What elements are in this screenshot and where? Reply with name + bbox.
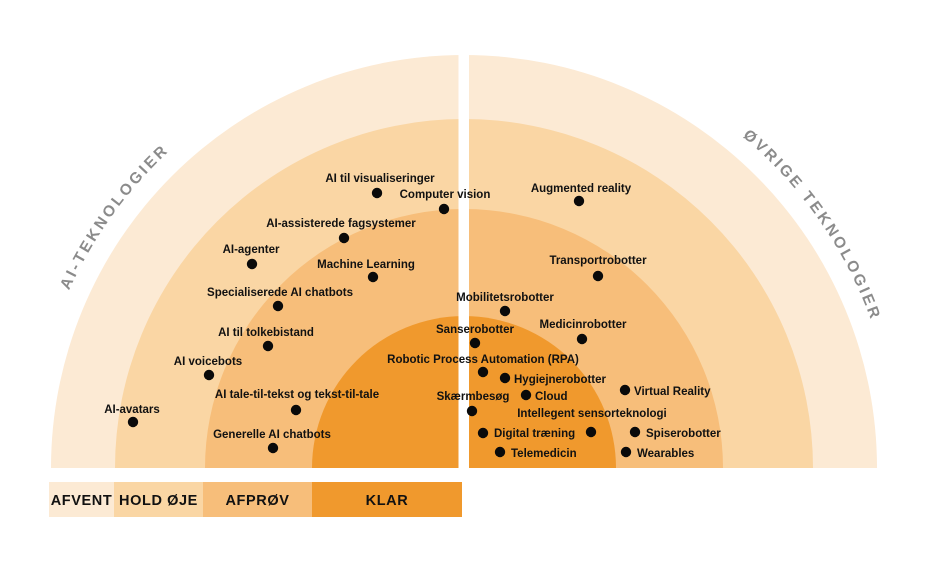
tech-dot	[576, 333, 588, 345]
tech-item: Transportrobotter	[549, 255, 647, 282]
legend-segment-hold-oje	[114, 482, 203, 517]
tech-label: Intellegent sensorteknologi	[517, 408, 667, 420]
tech-item: Virtual Reality	[619, 384, 711, 398]
tech-item: Mobilitetsrobotter	[456, 292, 554, 317]
readiness-legend: AFVENT HOLD ØJE AFPRØV KLAR	[49, 482, 462, 517]
tech-label: Mobilitetsrobotter	[456, 292, 554, 304]
tech-label: Virtual Reality	[634, 386, 711, 398]
tech-item: Digital træning	[477, 427, 575, 440]
tech-item: Cloud	[520, 389, 568, 403]
tech-dot	[629, 426, 641, 438]
tech-dot	[619, 384, 631, 396]
tech-dot	[499, 372, 511, 384]
tech-dot	[127, 416, 139, 428]
tech-item: AI til tolkebistand	[218, 327, 314, 352]
tech-item: Intellegent sensorteknologi	[517, 408, 667, 438]
legend-label-afvent: AFVENT	[51, 493, 113, 509]
tech-label: Spiserobotter	[646, 428, 721, 440]
tech-dot	[477, 366, 489, 378]
legend-label-afprov: AFPRØV	[225, 493, 289, 509]
tech-item: AI-assisterede fagsystemer	[266, 218, 416, 244]
tech-label: Hygiejnerobotter	[514, 374, 607, 386]
tech-label: AI-assisterede fagsystemer	[266, 218, 416, 230]
tech-label: Augmented reality	[531, 183, 632, 195]
tech-dot	[585, 426, 597, 438]
tech-item: Medicinrobotter	[540, 319, 627, 345]
tech-label: Telemedicin	[511, 448, 577, 460]
tech-dot	[520, 389, 532, 401]
tech-dot	[438, 203, 450, 215]
tech-dot	[573, 195, 585, 207]
tech-dot	[466, 405, 478, 417]
tech-label: AI tale-til-tekst og tekst-til-tale	[215, 389, 379, 401]
tech-item: AI voicebots	[174, 356, 242, 381]
tech-dot	[371, 187, 383, 199]
legend-segment-afvent	[49, 482, 114, 517]
tech-label: Digital træning	[494, 428, 575, 440]
tech-label: Generelle AI chatbots	[213, 429, 331, 441]
tech-item: Machine Learning	[317, 259, 415, 283]
tech-label: AI-agenter	[223, 244, 280, 256]
tech-label: Medicinrobotter	[540, 319, 627, 331]
tech-label: AI voicebots	[174, 356, 242, 368]
tech-dot	[469, 337, 481, 349]
technology-items: AI til visualiseringer Computer vision AI-…	[104, 173, 721, 460]
tech-item: Spiserobotter	[629, 426, 721, 440]
tech-label: Cloud	[535, 391, 568, 403]
tech-item: AI til visualiseringer	[325, 173, 435, 199]
tech-dot	[620, 446, 632, 458]
tech-dot	[477, 427, 489, 439]
tech-label: Transportrobotter	[549, 255, 647, 267]
legend-segment-afprov	[203, 482, 312, 517]
tech-dot	[592, 270, 604, 282]
tech-item: AI-agenter	[223, 244, 280, 270]
tech-item: Wearables	[620, 446, 694, 460]
tech-dot	[203, 369, 215, 381]
tech-label: Specialiserede AI chatbots	[207, 287, 353, 299]
tech-item: AI tale-til-tekst og tekst-til-tale	[215, 389, 379, 416]
tech-label: Computer vision	[400, 189, 491, 201]
tech-item: Skærmbesøg	[437, 391, 510, 417]
readiness-rings	[51, 48, 877, 469]
tech-item: Robotic Process Automation (RPA)	[387, 354, 579, 378]
tech-dot	[267, 442, 279, 454]
tech-dot	[494, 446, 506, 458]
tech-item: Sanserobotter	[436, 324, 515, 349]
tech-item: AI-avatars	[104, 404, 160, 428]
legend-label-klar: KLAR	[366, 493, 409, 509]
tech-item: Specialiserede AI chatbots	[207, 287, 353, 312]
tech-label: Sanserobotter	[436, 324, 514, 336]
legend-label-hold-oje: HOLD ØJE	[119, 493, 198, 509]
tech-label: Robotic Process Automation (RPA)	[387, 354, 579, 366]
tech-label: AI-avatars	[104, 404, 160, 416]
tech-label: AI til visualiseringer	[325, 173, 435, 185]
tech-item: Computer vision	[400, 189, 491, 215]
tech-dot	[499, 305, 511, 317]
half-divider	[458, 48, 469, 469]
tech-label: Wearables	[637, 448, 694, 460]
tech-dot	[290, 404, 302, 416]
tech-item: Augmented reality	[531, 183, 632, 207]
tech-dot	[338, 232, 350, 244]
tech-dot	[272, 300, 284, 312]
tech-item: Generelle AI chatbots	[213, 429, 331, 454]
tech-item: Hygiejnerobotter	[499, 372, 607, 386]
tech-dot	[246, 258, 258, 270]
tech-dot	[367, 271, 379, 283]
tech-item: Telemedicin	[494, 446, 577, 460]
tech-dot	[262, 340, 274, 352]
tech-label: Skærmbesøg	[437, 391, 510, 403]
legend-segment-klar	[312, 482, 462, 517]
tech-label: Machine Learning	[317, 259, 415, 271]
tech-label: AI til tolkebistand	[218, 327, 314, 339]
